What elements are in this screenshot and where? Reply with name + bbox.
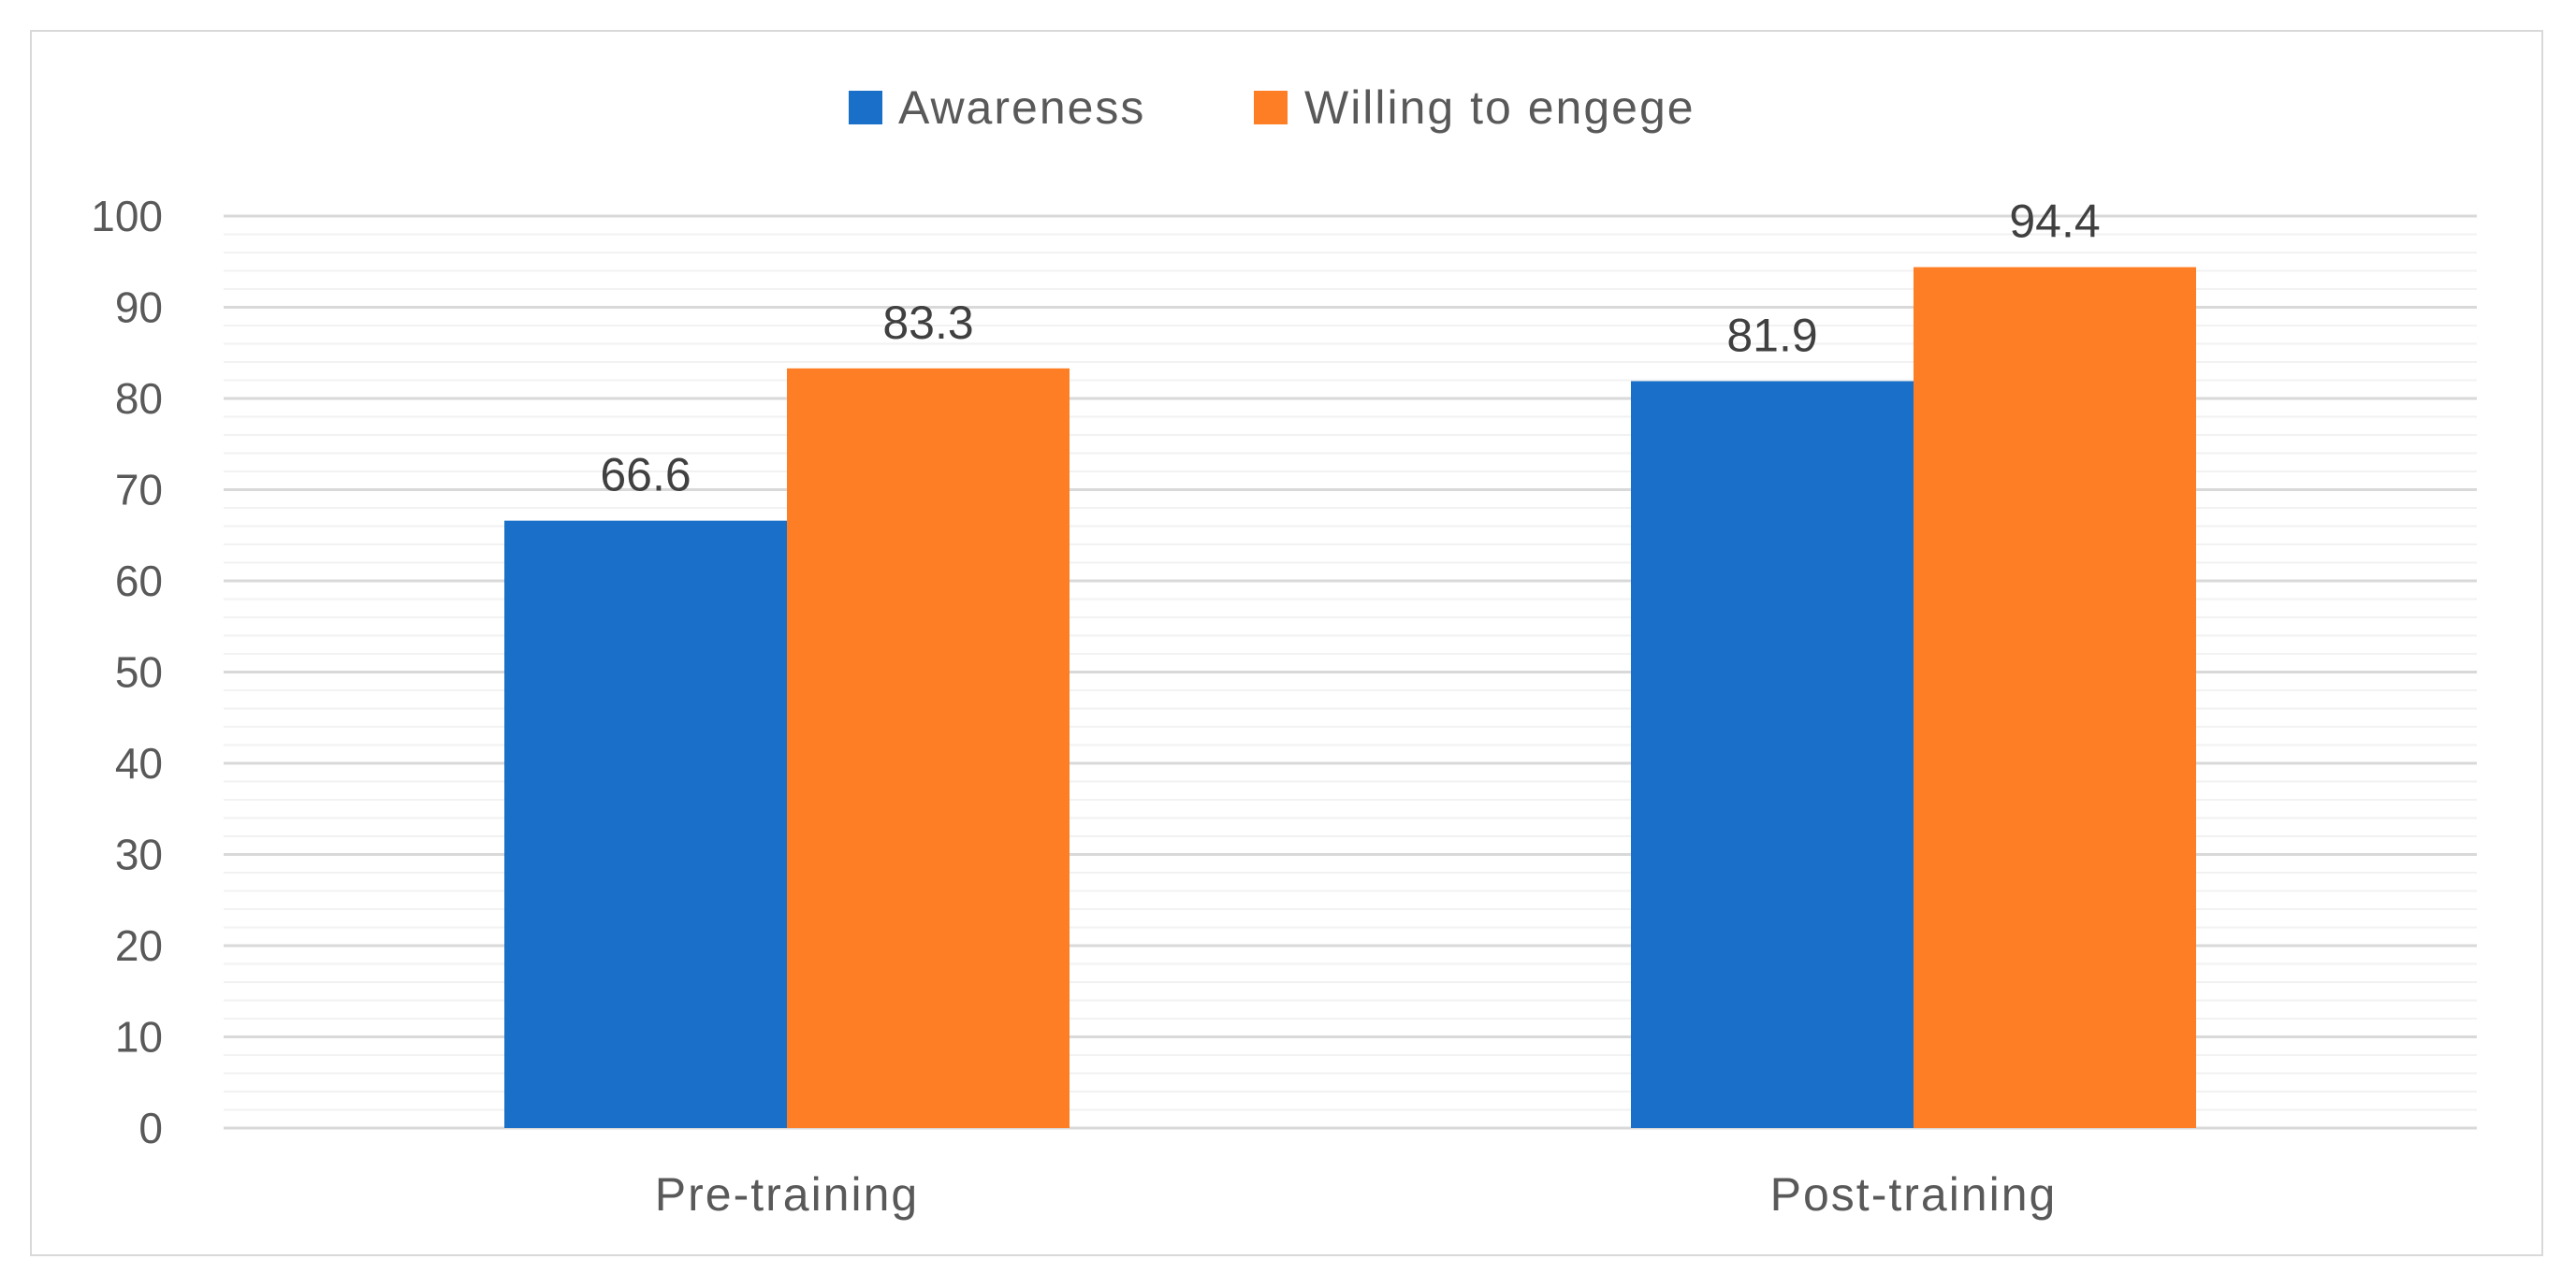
y-tick-label: 90 <box>115 283 163 332</box>
legend-label: Willing to engege <box>1304 81 1696 134</box>
data-label: 94.4 <box>2009 195 2100 248</box>
legend-swatch <box>849 91 882 124</box>
bar-willing-post <box>1914 267 2196 1129</box>
y-tick-label: 40 <box>115 739 163 788</box>
legend-swatch <box>1254 91 1288 124</box>
axes: 0 10 20 30 40 50 60 70 80 90 100 Pre-training Post-t… <box>91 192 2058 1221</box>
data-label: 66.6 <box>600 449 691 501</box>
y-tick-label: 50 <box>115 648 163 697</box>
data-label: 81.9 <box>1726 309 1817 361</box>
category-label: Post-training <box>1770 1168 2058 1221</box>
bar-awareness-post <box>1631 381 1914 1129</box>
bars <box>504 267 2196 1129</box>
y-tick-label: 70 <box>115 466 163 514</box>
category-label: Pre-training <box>655 1168 919 1221</box>
legend: Awareness Willing to engege <box>849 81 1696 134</box>
y-tick-label: 10 <box>115 1013 163 1062</box>
bar-willing-pre <box>787 368 1070 1128</box>
y-tick-label: 20 <box>115 921 163 970</box>
legend-label: Awareness <box>898 81 1145 134</box>
data-label: 83.3 <box>882 297 973 349</box>
bar-chart: 0 10 20 30 40 50 60 70 80 90 100 Pre-training Post-t… <box>91 81 2477 1221</box>
y-tick-label: 100 <box>91 192 163 240</box>
y-tick-label: 30 <box>115 831 163 879</box>
y-tick-label: 80 <box>115 374 163 423</box>
y-tick-label: 60 <box>115 557 163 605</box>
y-tick-label: 0 <box>138 1104 163 1152</box>
chart-frame: 0 10 20 30 40 50 60 70 80 90 100 Pre-training Post-t… <box>30 30 2543 1256</box>
bar-awareness-pre <box>504 520 787 1128</box>
data-labels: 66.6 83.3 81.9 94.4 <box>600 195 2100 501</box>
